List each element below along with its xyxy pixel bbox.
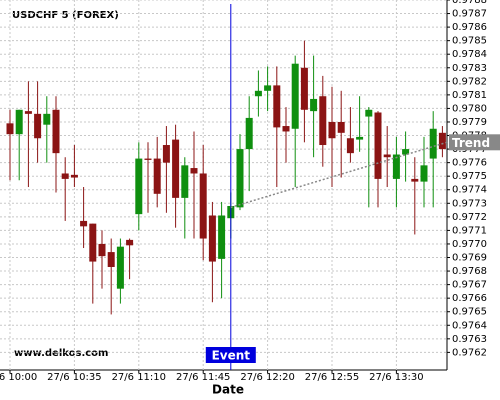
watermark: www.delkos.com: [14, 348, 108, 359]
y-tick-label: 0.9764: [452, 320, 487, 331]
candle-body: [208, 215, 216, 262]
y-tick-label: 0.9775: [452, 171, 487, 182]
y-tick-label: 0.9782: [452, 76, 487, 87]
y-tick-label: 0.9768: [452, 266, 487, 277]
candle-body: [172, 139, 180, 198]
candle-body: [374, 112, 382, 179]
candle-body: [98, 243, 106, 257]
y-tick-label: 0.9783: [452, 63, 487, 74]
y-tick-label: 0.9776: [452, 158, 487, 169]
candle-body: [310, 98, 318, 112]
event-label: Event: [212, 349, 251, 363]
y-tick-label: 0.9784: [452, 49, 487, 60]
y-tick-label: 0.9781: [452, 90, 487, 101]
y-tick-label: 0.9762: [452, 347, 487, 358]
x-tick-label: 27/6 10:35: [47, 372, 101, 383]
y-tick-label: 0.9766: [452, 293, 487, 304]
x-tick-label: 27/6 12:55: [305, 372, 359, 383]
x-tick-label: 27/6 11:10: [112, 372, 166, 383]
candle-body: [245, 117, 253, 150]
chart-title: USDCHF 5 (FOREX): [12, 10, 119, 21]
candle-body: [6, 123, 14, 135]
candle-body: [264, 85, 272, 91]
y-tick-label: 0.9763: [452, 334, 487, 345]
y-tick-label: 0.9788: [452, 0, 487, 6]
candle-body: [429, 128, 437, 159]
candle-body: [411, 178, 419, 182]
candle-body: [328, 121, 336, 139]
y-tick-label: 0.9770: [452, 239, 487, 250]
y-tick-label: 0.9771: [452, 225, 487, 236]
candle-body: [89, 223, 97, 262]
x-tick-label: 27/6 10:00: [0, 372, 37, 383]
y-tick-label: 0.9785: [452, 36, 487, 47]
candle-body: [300, 67, 308, 110]
y-tick-label: 0.9769: [452, 253, 487, 264]
candle-body: [199, 173, 207, 239]
trend-line: [230, 141, 448, 209]
candle-body: [319, 96, 327, 146]
candle-body: [43, 113, 51, 125]
y-tick-label: 0.9786: [452, 22, 487, 33]
candle-body: [254, 90, 262, 97]
x-tick-label: 27/6 12:20: [240, 372, 294, 383]
x-tick-label: 27/6 11:45: [176, 372, 230, 383]
candle-body: [291, 63, 299, 129]
candle-body: [346, 138, 354, 154]
event-label-box: [205, 347, 256, 363]
candle-body: [218, 215, 226, 259]
candle-body: [52, 109, 60, 154]
candle-body: [190, 168, 198, 174]
y-tick-label: 0.9773: [452, 198, 487, 209]
candle-body: [126, 239, 134, 246]
candle-body: [392, 154, 400, 179]
candle-body: [282, 126, 290, 132]
candle-body: [34, 113, 42, 139]
candle-body: [438, 132, 446, 150]
candle-body: [153, 158, 161, 194]
y-tick-label: 0.9772: [452, 212, 487, 223]
y-tick-label: 0.9774: [452, 185, 487, 196]
candle-body: [383, 154, 391, 158]
y-tick-label: 0.9767: [452, 280, 487, 291]
candle-body: [116, 246, 124, 289]
candle-body: [420, 165, 428, 182]
candle-body: [402, 149, 410, 155]
trend-label-box: [449, 134, 500, 151]
candle-body: [15, 109, 23, 135]
candle-body: [365, 109, 373, 117]
trend-label: Trend: [452, 136, 490, 150]
candle-body: [181, 165, 189, 198]
candle-body: [80, 220, 88, 227]
candle-body: [61, 173, 69, 179]
x-tick-label: 27/6 13:30: [369, 372, 423, 383]
candle-body: [356, 136, 364, 140]
candle-body: [107, 252, 115, 267]
candle-body: [144, 158, 152, 160]
x-axis-title: Date: [212, 383, 244, 397]
candle-body: [236, 149, 244, 208]
candle-body: [135, 158, 143, 215]
candle-body: [162, 145, 170, 163]
y-tick-label: 0.9779: [452, 117, 487, 128]
candle-body: [24, 111, 32, 114]
y-tick-label: 0.9780: [452, 103, 487, 114]
y-tick-label: 0.9765: [452, 307, 487, 318]
candle-body: [70, 174, 78, 178]
candle-body: [273, 85, 281, 128]
y-tick-label: 0.9787: [452, 9, 487, 20]
candle-body: [337, 121, 345, 133]
